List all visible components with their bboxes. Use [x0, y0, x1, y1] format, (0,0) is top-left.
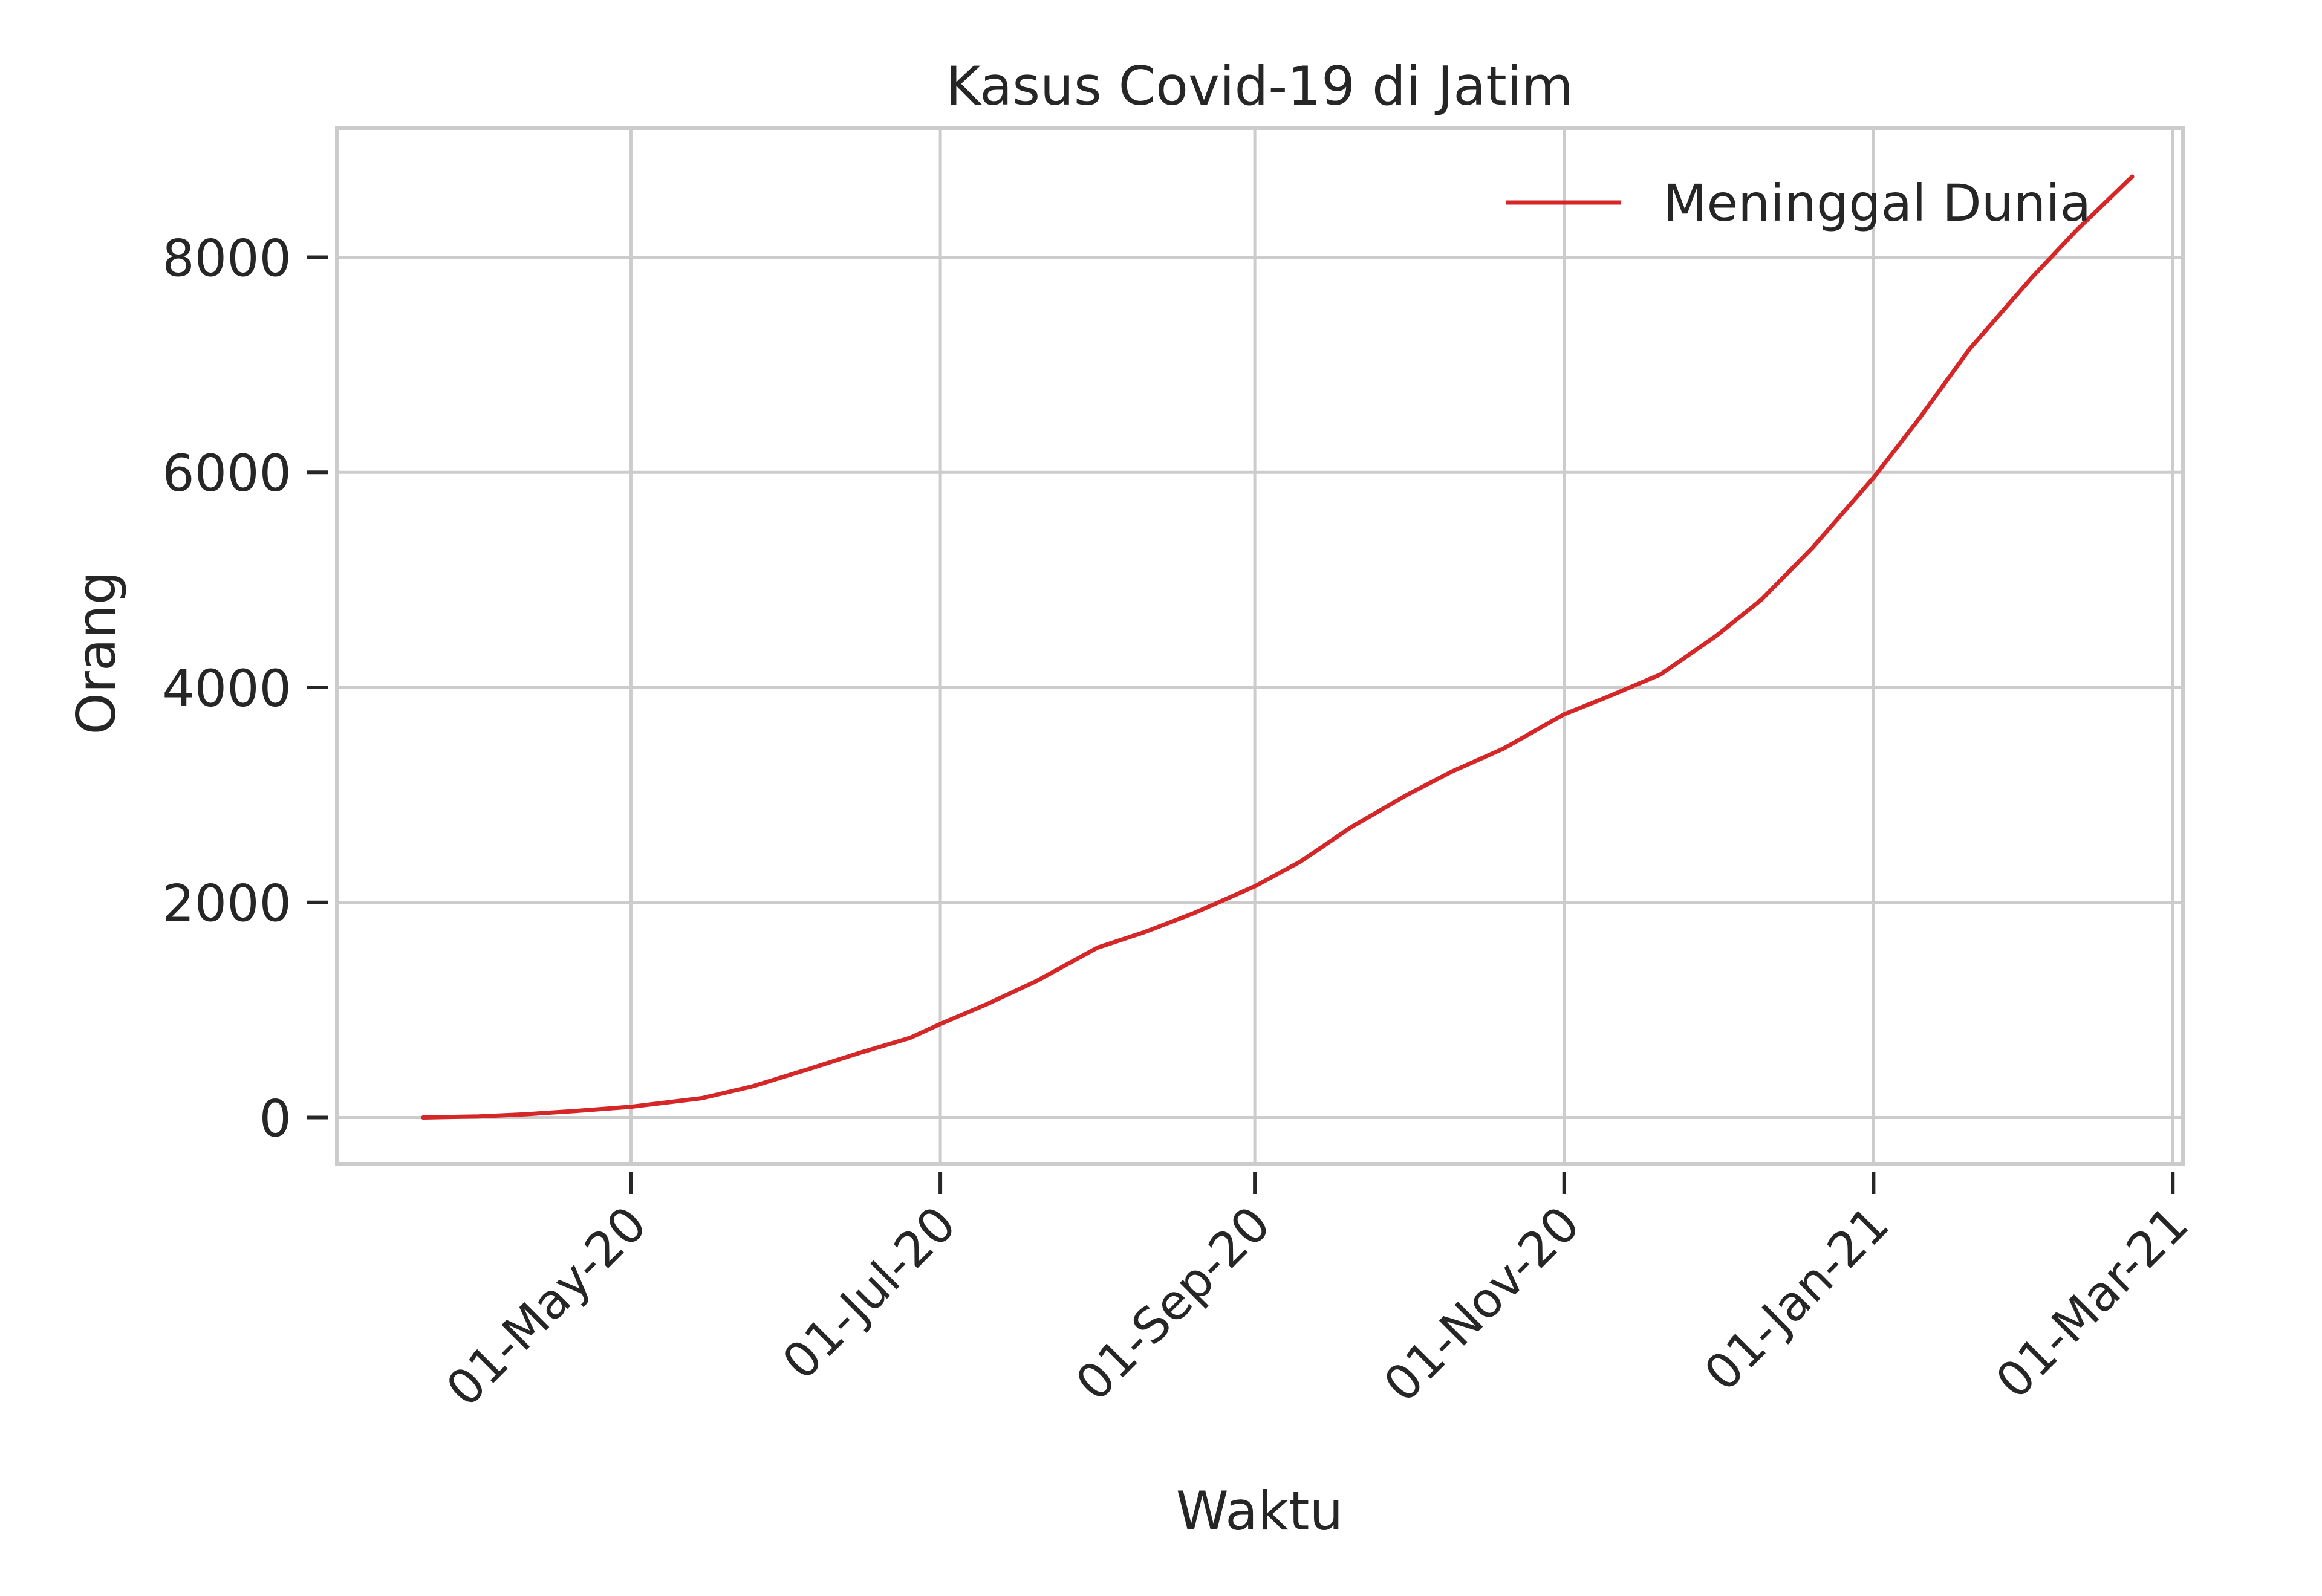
grid	[337, 128, 2183, 1164]
y-tick-label: 4000	[162, 659, 291, 718]
series-line-0	[421, 174, 2135, 1120]
y-tick-label: 0	[259, 1089, 291, 1149]
y-tick-label: 2000	[162, 874, 291, 933]
legend: Meninggal Dunia	[1506, 174, 2091, 233]
series	[421, 174, 2135, 1120]
x-axis-label: Waktu	[1176, 1480, 1344, 1542]
plot-area-frame	[335, 126, 2185, 1166]
y-axis-label: Orang	[65, 571, 128, 735]
y-tick-label: 6000	[162, 444, 291, 503]
y-tick-label: 8000	[162, 229, 291, 288]
legend-label-meninggal-dunia: Meninggal Dunia	[1663, 174, 2091, 233]
chart-title: Kasus Covid-19 di Jatim	[946, 55, 1573, 117]
